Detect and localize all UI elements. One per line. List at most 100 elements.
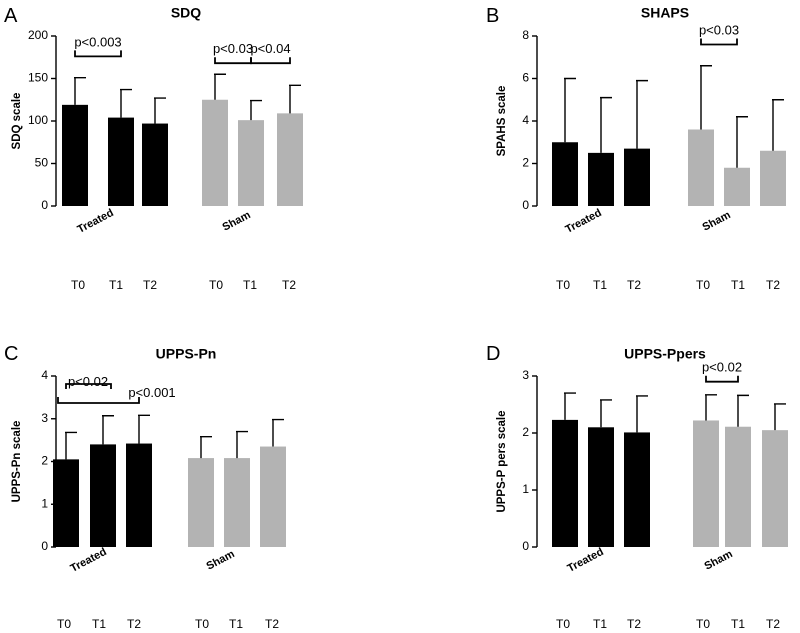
y-tick-label: 1 bbox=[41, 496, 48, 510]
p-value-label: p<0.04 bbox=[250, 41, 290, 56]
panel-c: C UPPS-Pn UPPS-Pn scale 0 1 2 3 4 Treated T0 T1 T2 S… bbox=[4, 343, 286, 631]
time-label: T2 bbox=[627, 278, 641, 292]
y-tick-label: 100 bbox=[28, 113, 48, 127]
significance-bracket bbox=[57, 397, 140, 404]
time-label: T1 bbox=[593, 278, 607, 292]
significance-bracket bbox=[705, 375, 739, 383]
y-tick-label: 2 bbox=[522, 425, 529, 439]
time-label: T2 bbox=[143, 278, 157, 292]
y-tick-label: 2 bbox=[522, 156, 529, 170]
bar-treated-t0 bbox=[62, 104, 88, 206]
y-axis-label: UPPS-P pers scale bbox=[496, 410, 508, 512]
error-bar bbox=[600, 399, 612, 428]
error-bar bbox=[214, 73, 226, 100]
chart-title: SHAPS bbox=[641, 5, 689, 21]
p-value-label: p<0.03 bbox=[699, 23, 739, 38]
y-tick-label: 150 bbox=[28, 71, 48, 85]
panel-d: D UPPS-Ppers UPPS-P pers scale 0 1 2 3 Treated T… bbox=[486, 343, 788, 631]
panel-letter: B bbox=[486, 5, 499, 27]
bar-treated-t0 bbox=[552, 142, 578, 206]
group-label-treated: Treated bbox=[75, 207, 115, 236]
bar-treated-t2 bbox=[126, 443, 152, 547]
bar-sham-t1 bbox=[725, 426, 751, 547]
bar-sham-t0 bbox=[688, 129, 714, 206]
time-label: T2 bbox=[127, 617, 141, 631]
p-value-label: p<0.001 bbox=[128, 385, 175, 400]
y-tick-label: 4 bbox=[41, 368, 48, 382]
y-tick-label: 4 bbox=[522, 113, 529, 127]
y-axis-label: UPPS-Pn scale bbox=[11, 421, 23, 503]
y-tick-label: 50 bbox=[35, 156, 49, 170]
bar-sham-t2 bbox=[760, 150, 786, 206]
error-bar bbox=[138, 414, 150, 444]
error-bar bbox=[600, 96, 612, 153]
time-label: T2 bbox=[627, 617, 641, 631]
bar-treated-t1 bbox=[588, 152, 614, 206]
bar-treated-t0 bbox=[53, 459, 79, 547]
time-label: T0 bbox=[556, 617, 570, 631]
error-bar bbox=[250, 99, 262, 121]
y-tick-label: 0 bbox=[41, 198, 48, 212]
time-label: T0 bbox=[195, 617, 209, 631]
time-label: T2 bbox=[766, 278, 780, 292]
error-bar bbox=[636, 395, 648, 433]
chart-title: UPPS-Pn bbox=[156, 346, 217, 362]
error-bar bbox=[564, 392, 576, 420]
p-value-label: p<0.02 bbox=[702, 360, 742, 375]
time-label: T1 bbox=[731, 278, 745, 292]
time-label: T0 bbox=[57, 617, 71, 631]
panel-letter: C bbox=[4, 343, 18, 365]
time-label: T0 bbox=[696, 278, 710, 292]
significance-bracket bbox=[700, 38, 738, 46]
error-bar bbox=[74, 76, 86, 105]
error-bar bbox=[272, 418, 284, 447]
chart-title: SDQ bbox=[171, 5, 201, 21]
y-tick-label: 3 bbox=[41, 411, 48, 425]
panel-letter: D bbox=[486, 343, 500, 365]
error-bar bbox=[700, 65, 712, 130]
bar-sham-t1 bbox=[724, 167, 750, 206]
y-tick-label: 0 bbox=[522, 539, 529, 553]
error-bar bbox=[636, 79, 648, 149]
time-label: T1 bbox=[243, 278, 257, 292]
error-bar bbox=[737, 394, 749, 427]
bar-treated-t2 bbox=[624, 432, 650, 547]
time-label: T0 bbox=[696, 617, 710, 631]
error-bar bbox=[564, 77, 576, 143]
error-bar bbox=[236, 430, 248, 459]
bar-treated-t1 bbox=[588, 427, 614, 547]
bar-treated-t1 bbox=[108, 117, 134, 206]
panel-b: B SHAPS SPAHS scale 0 2 4 6 8 Treated T0 T1 T2 Sham T… bbox=[486, 5, 786, 292]
y-tick-label: 1 bbox=[522, 482, 529, 496]
bar-sham-t0 bbox=[693, 420, 719, 547]
panel-letter: A bbox=[4, 5, 18, 27]
time-label: T2 bbox=[265, 617, 279, 631]
time-label: T2 bbox=[766, 617, 780, 631]
group-label-sham: Sham bbox=[703, 548, 735, 573]
time-label: T1 bbox=[229, 617, 243, 631]
bar-sham-t2 bbox=[260, 446, 286, 547]
significance-bracket bbox=[65, 383, 112, 389]
group-label-sham: Sham bbox=[205, 548, 237, 573]
bar-treated-t1 bbox=[90, 444, 116, 547]
significance-bracket bbox=[250, 57, 291, 65]
y-tick-label: 6 bbox=[522, 71, 529, 85]
p-value-label: p<0.003 bbox=[74, 34, 121, 49]
group-label-sham: Sham bbox=[701, 209, 733, 234]
y-tick-label: 200 bbox=[28, 28, 48, 42]
bar-treated-t2 bbox=[624, 148, 650, 206]
error-bar bbox=[289, 84, 301, 114]
bar-sham-t2 bbox=[277, 113, 303, 206]
error-bar bbox=[736, 116, 748, 168]
error-bar bbox=[154, 97, 166, 124]
y-axis-label: SDQ scale bbox=[11, 93, 23, 150]
p-value-label: p<0.03 bbox=[213, 41, 253, 56]
time-label: T0 bbox=[71, 278, 85, 292]
chart-title: UPPS-Ppers bbox=[624, 346, 706, 362]
error-bar bbox=[772, 99, 784, 151]
time-label: T2 bbox=[282, 278, 296, 292]
bar-sham-t0 bbox=[188, 458, 214, 547]
y-tick-label: 3 bbox=[522, 368, 529, 382]
time-label: T1 bbox=[109, 278, 123, 292]
